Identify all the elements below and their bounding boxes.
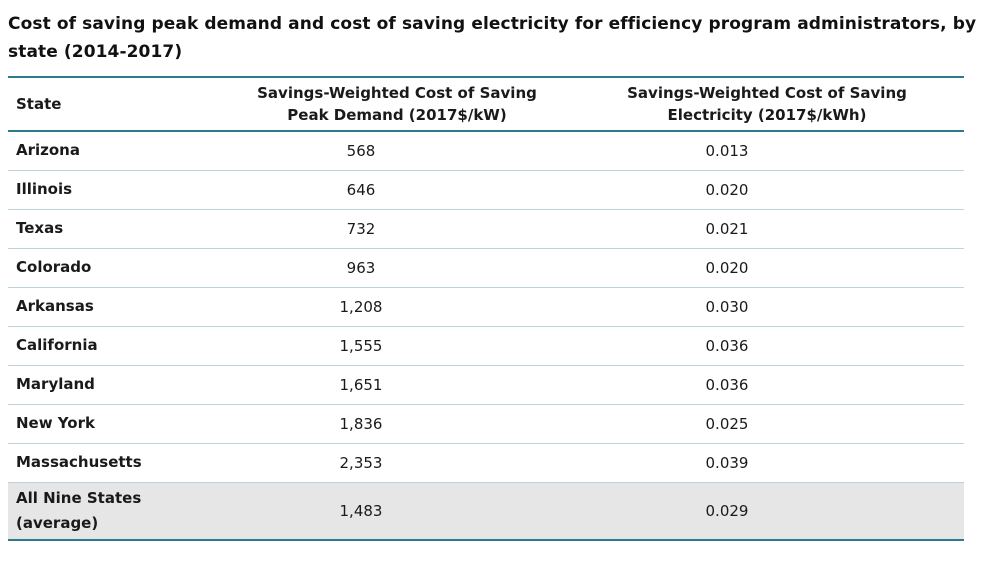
table-row: Colorado 963 0.020 (8, 248, 964, 287)
row-state: California (16, 336, 98, 354)
table-row: Illinois 646 0.020 (8, 170, 964, 209)
row-state: Illinois (16, 180, 73, 198)
row-state: Arizona (16, 141, 80, 160)
table-header-row: State Savings-Weighted Cost of Saving Pe… (8, 77, 964, 131)
header-peak-line1: Savings-Weighted Cost of Saving (257, 84, 537, 102)
row-elec-cost: 0.013 (705, 141, 749, 160)
table-row: Texas 732 0.021 (8, 209, 964, 248)
table-row: Arkansas 1,208 0.030 (8, 287, 964, 326)
row-elec-cost: 0.030 (705, 297, 749, 316)
row-peak-cost: 1,836 (339, 414, 383, 433)
row-peak-cost: 963 (346, 258, 376, 277)
header-elec-line2: Electricity (2017$/kWh) (667, 106, 867, 124)
average-label-line1: All Nine States (16, 488, 142, 507)
row-peak-cost: 568 (346, 141, 376, 160)
cost-table: State Savings-Weighted Cost of Saving Pe… (8, 76, 964, 541)
table-row: Maryland 1,651 0.036 (8, 365, 964, 404)
row-elec-cost: 0.036 (705, 336, 749, 355)
row-peak-cost: 1,208 (339, 297, 383, 316)
row-state: Colorado (16, 258, 92, 276)
row-peak-cost: 646 (346, 180, 376, 199)
header-peak-demand: Savings-Weighted Cost of Saving Peak Dem… (224, 77, 570, 131)
table-row: California 1,555 0.036 (8, 326, 964, 365)
header-peak-line2: Peak Demand (2017$/kW) (287, 106, 507, 124)
row-peak-cost: 732 (346, 219, 376, 238)
header-electricity: Savings-Weighted Cost of Saving Electric… (570, 77, 964, 131)
table-row: Arizona 568 0.013 (8, 131, 964, 170)
row-peak-cost: 1,651 (339, 375, 383, 394)
row-elec-cost: 0.020 (705, 258, 749, 277)
header-elec-line1: Savings-Weighted Cost of Saving (627, 84, 907, 102)
row-peak-cost: 1,555 (339, 336, 383, 355)
row-state: Arkansas (16, 297, 94, 315)
average-state: All Nine States (average) (8, 482, 224, 540)
row-state: Massachusetts (16, 453, 142, 471)
table-body: Arizona 568 0.013 Illinois 646 0.020 Tex… (8, 131, 964, 540)
table-title: Cost of saving peak demand and cost of s… (8, 14, 977, 62)
row-elec-cost: 0.021 (705, 219, 749, 238)
row-elec-cost: 0.039 (705, 453, 749, 472)
row-elec-cost: 0.025 (705, 414, 749, 433)
average-elec-cost: 0.029 (705, 501, 749, 520)
header-state: State (16, 95, 62, 113)
average-peak-cost: 1,483 (339, 501, 383, 520)
table-row: New York 1,836 0.025 (8, 404, 964, 443)
row-peak-cost: 2,353 (339, 453, 383, 472)
table-row: Massachusetts 2,353 0.039 (8, 443, 964, 482)
average-label-line2: (average) (16, 513, 99, 532)
row-state: Maryland (16, 375, 95, 393)
row-elec-cost: 0.036 (705, 375, 749, 394)
row-state: Texas (16, 219, 64, 237)
row-elec-cost: 0.020 (705, 180, 749, 199)
row-state: New York (16, 414, 95, 432)
average-row: All Nine States (average) 1,483 0.029 (8, 482, 964, 540)
